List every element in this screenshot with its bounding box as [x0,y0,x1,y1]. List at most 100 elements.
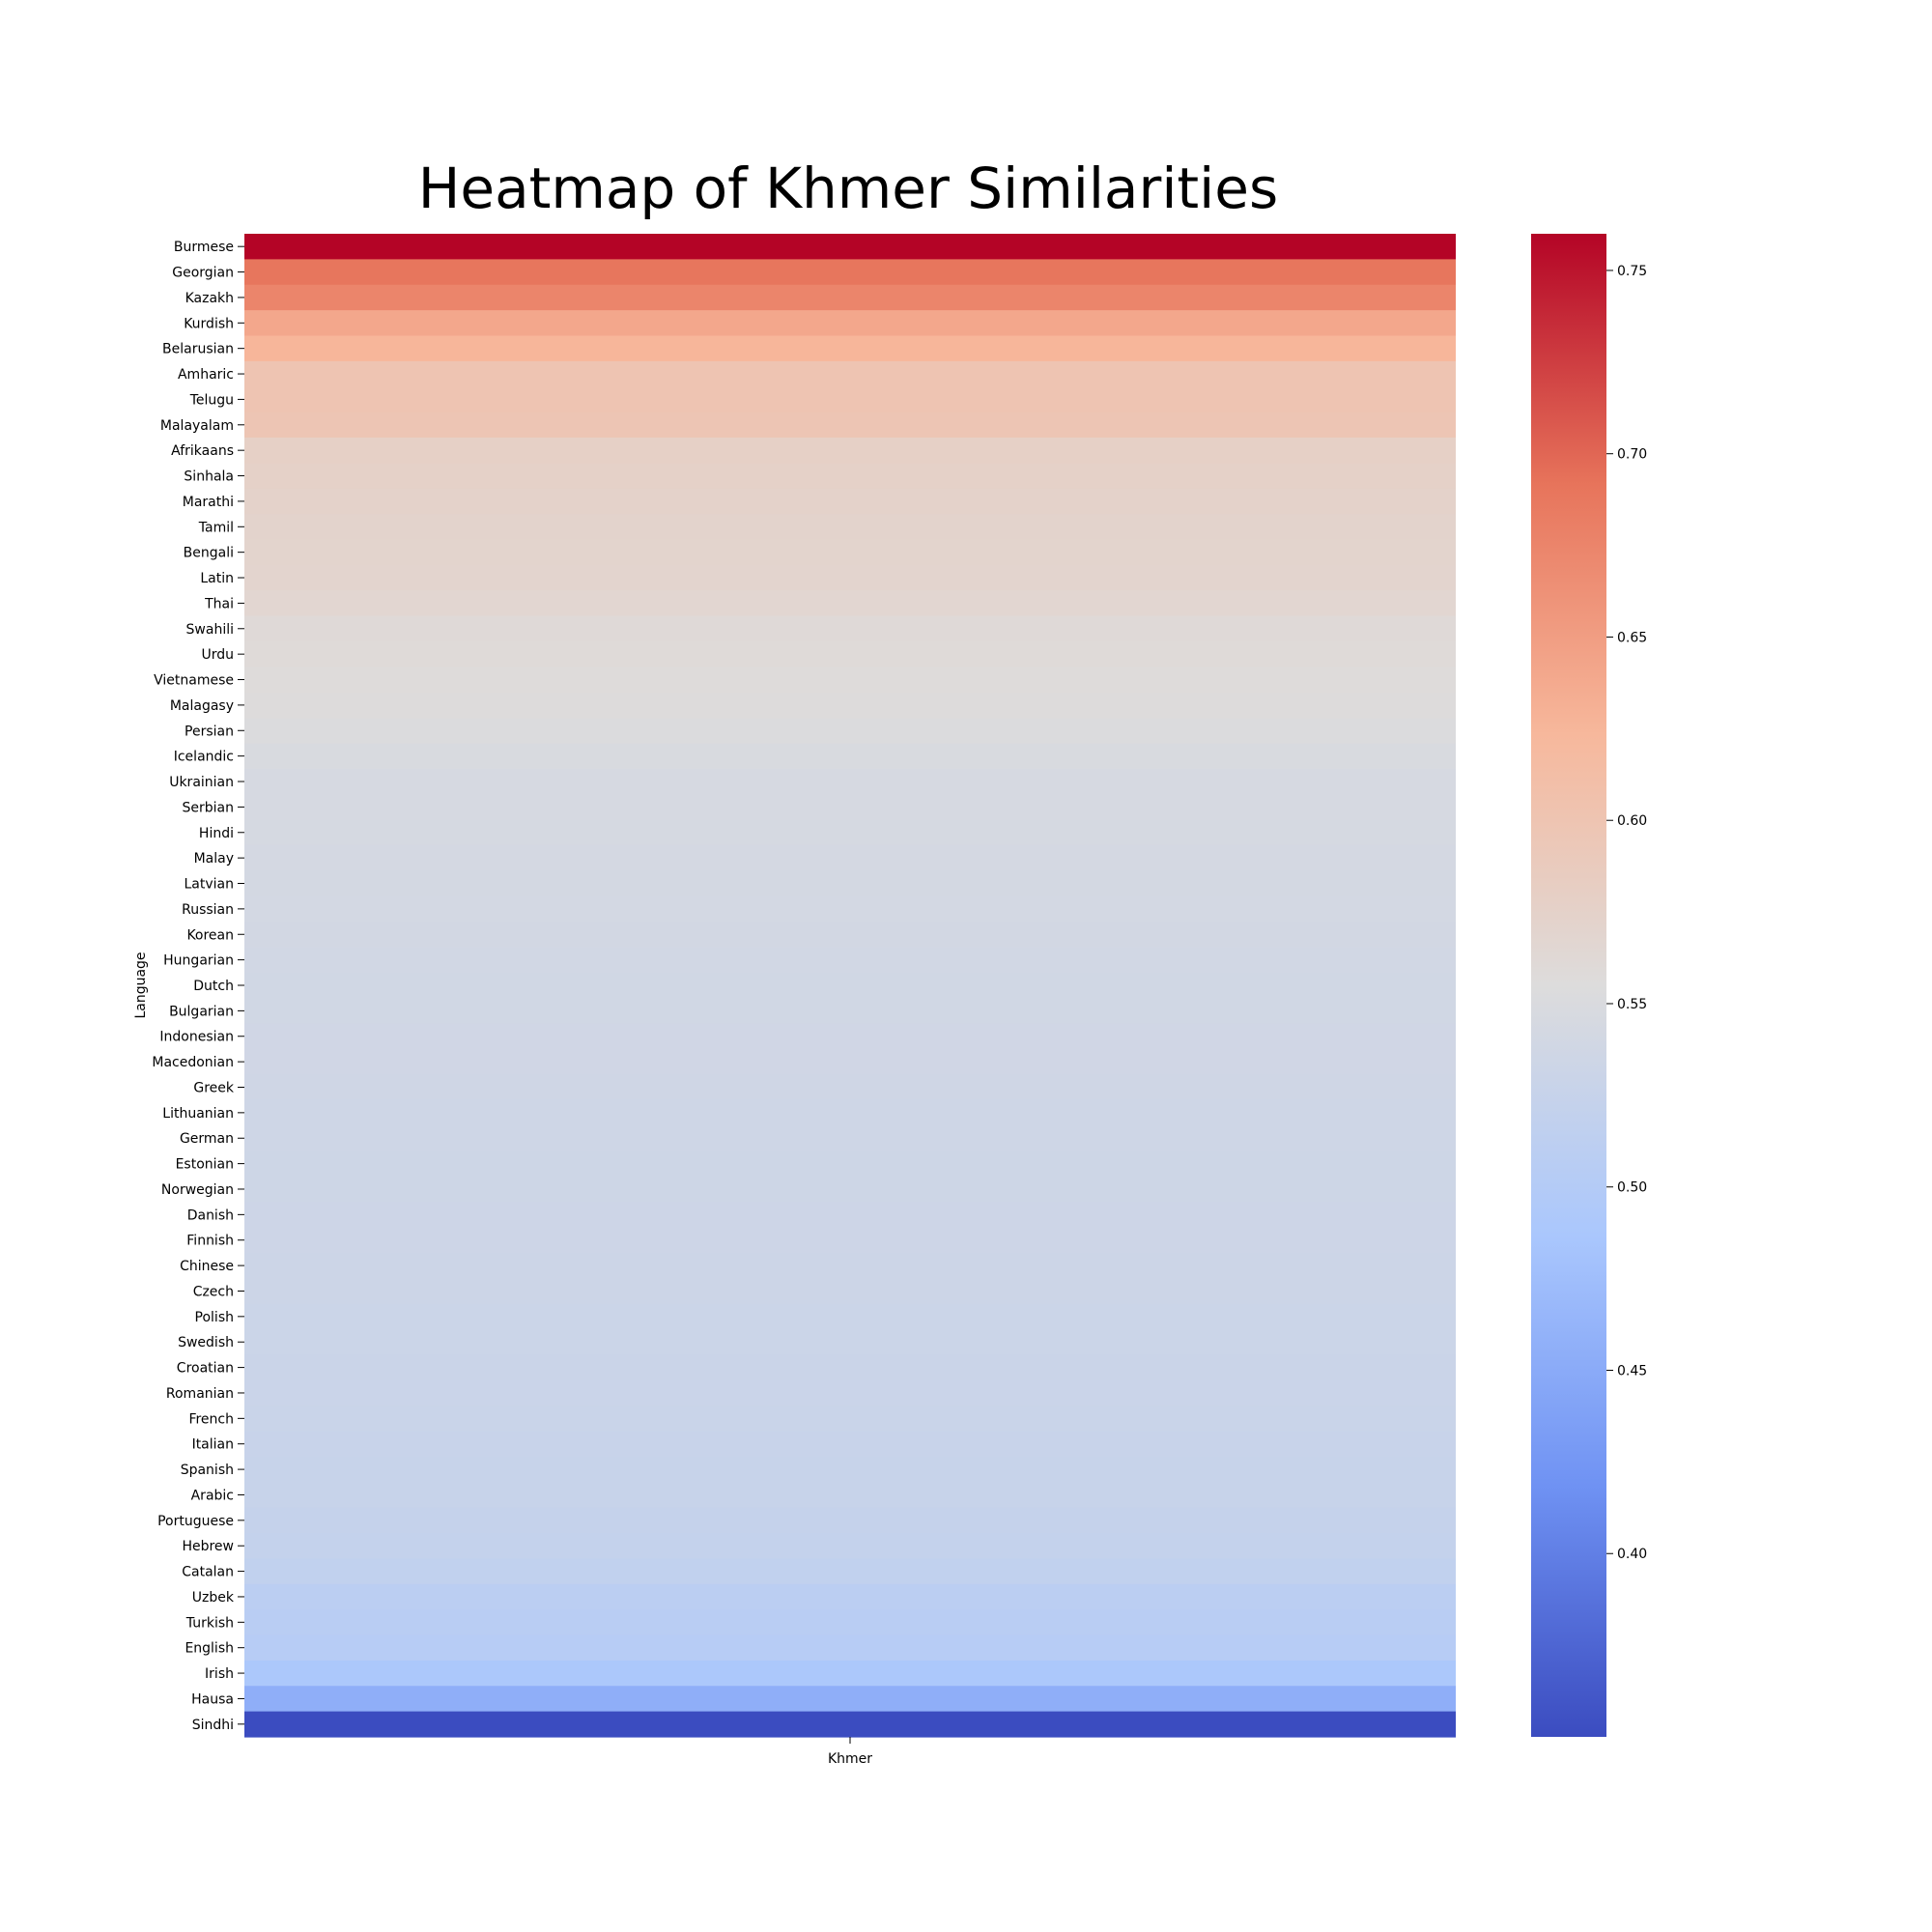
heatmap-cell-chinese [244,1252,1456,1279]
heatmap-cell-french [244,1406,1456,1433]
heatmap-cell-uzbek [244,1583,1456,1610]
y-tick-label: Danish [187,1208,234,1223]
y-tick-label: Korean [186,927,234,943]
heatmap-cell-vietnamese [244,667,1456,694]
y-tick-label: Hausa [191,1691,234,1707]
heatmap-cell-urdu [244,640,1456,668]
y-tick-label: German [180,1131,234,1147]
y-tick-label: Czech [193,1284,234,1299]
chart-title: Heatmap of Khmer Similarities [418,156,1278,221]
heatmap-cell-latin [244,564,1456,591]
y-tick-label: Greek [193,1080,235,1095]
heatmap-cell-arabic [244,1482,1456,1509]
heatmap-cell-norwegian [244,1176,1456,1203]
y-tick-label: Kazakh [185,291,234,306]
y-tick-label: Icelandic [174,750,234,765]
heatmap-cell-amharic [244,360,1456,387]
y-tick-label: Kurdish [184,316,234,331]
heatmap-cell-danish [244,1202,1456,1229]
y-tick-label: Georgian [172,266,234,281]
heatmap-cell-tamil [244,514,1456,541]
heatmap-cell-irish [244,1660,1456,1687]
y-tick-label: Urdu [201,647,234,663]
heatmap-cell-bengali [244,539,1456,566]
y-tick-label: Swahili [186,622,234,638]
y-tick-label: English [185,1641,234,1657]
heatmap-cell-finnish [244,1227,1456,1254]
heatmap-cell-malagasy [244,692,1456,719]
y-tick-label: Croatian [177,1361,234,1377]
heatmap-cell-serbian [244,794,1456,821]
colorbar-tick-label: 0.65 [1617,630,1647,645]
heatmap-cell-bulgarian [244,998,1456,1025]
colorbar-tick-label: 0.60 [1617,813,1647,829]
y-tick-label: Polish [195,1310,234,1325]
y-axis-label: Language [133,952,149,1018]
y-tick-label: Malay [194,851,234,867]
y-tick-label: Bulgarian [169,1004,234,1019]
heatmap-cell-spanish [244,1456,1456,1483]
y-tick-label: Irish [205,1666,234,1682]
heatmap-cell-malayalam [244,412,1456,439]
y-tick-label: Amharic [178,367,234,383]
heatmap-cell-macedonian [244,1048,1456,1075]
colorbar-tick-label: 0.40 [1617,1547,1647,1562]
y-tick-label: Malayalam [160,418,234,434]
y-tick-label: Persian [185,724,234,739]
y-tick-label: Dutch [193,979,234,994]
heatmap-cell-afrikaans [244,437,1456,464]
heatmap-cell-ukrainian [244,768,1456,795]
y-tick-label: Marathi [183,495,234,510]
heatmap-cell-indonesian [244,1023,1456,1050]
heatmap-cells [244,234,1456,1738]
heatmap-cell-russian [244,895,1456,923]
y-tick-label: Romanian [166,1386,234,1402]
heatmap-cell-greek [244,1074,1456,1101]
heatmap-cell-croatian [244,1354,1456,1381]
colorbar-tick-label: 0.75 [1617,264,1647,279]
heatmap-cell-polish [244,1303,1456,1330]
y-tick-label: Italian [192,1437,234,1453]
colorbar [1531,234,1606,1737]
heatmap-cell-latvian [244,870,1456,897]
y-tick-label: Tamil [198,520,234,535]
heatmap-cell-kurdish [244,310,1456,337]
y-tick-label: Estonian [176,1157,234,1173]
y-tick-label: Chinese [180,1259,234,1274]
y-tick-label: Norwegian [161,1182,234,1198]
x-tick-labels: Khmer [828,1737,872,1767]
heatmap-cell-portuguese [244,1507,1456,1534]
y-tick-label: Turkish [185,1615,234,1631]
heatmap-cell-dutch [244,972,1456,999]
heatmap-cell-thai [244,590,1456,617]
heatmap-cell-swahili [244,615,1456,642]
heatmap-cell-telugu [244,386,1456,413]
heatmap-cell-romanian [244,1379,1456,1406]
y-tick-label: Arabic [191,1488,234,1503]
y-tick-label: Thai [204,596,234,611]
colorbar-tick-label: 0.70 [1617,447,1647,463]
heatmap-cell-malay [244,844,1456,871]
heatmap-cell-sindhi [244,1711,1456,1738]
heatmap-cell-burmese [244,234,1456,260]
y-tick-label: Finnish [186,1234,234,1249]
heatmap-cell-english [244,1634,1456,1662]
y-tick-label: Uzbek [192,1590,235,1605]
y-tick-labels: Burmese Georgian Kazakh Kurdish Belarusian Am… [152,240,244,1733]
heatmap-cell-georgian [244,259,1456,286]
colorbar-tick-label: 0.55 [1617,997,1647,1012]
y-tick-label: Russian [182,902,234,918]
heatmap-cell-belarusian [244,335,1456,362]
heatmap-cell-icelandic [244,743,1456,770]
y-tick-label: Vietnamese [154,673,234,689]
y-tick-label: Bengali [184,546,234,561]
heatmap-cell-kazakh [244,284,1456,311]
y-tick-label: Telugu [189,392,234,408]
y-tick-label: French [188,1411,234,1427]
y-tick-label: Latin [200,571,234,586]
heatmap-cell-hausa [244,1686,1456,1713]
heatmap-cell-hebrew [244,1533,1456,1559]
y-tick-label: Latvian [185,877,235,893]
y-tick-label: Portuguese [157,1514,234,1529]
y-tick-label: Hindi [199,826,234,841]
